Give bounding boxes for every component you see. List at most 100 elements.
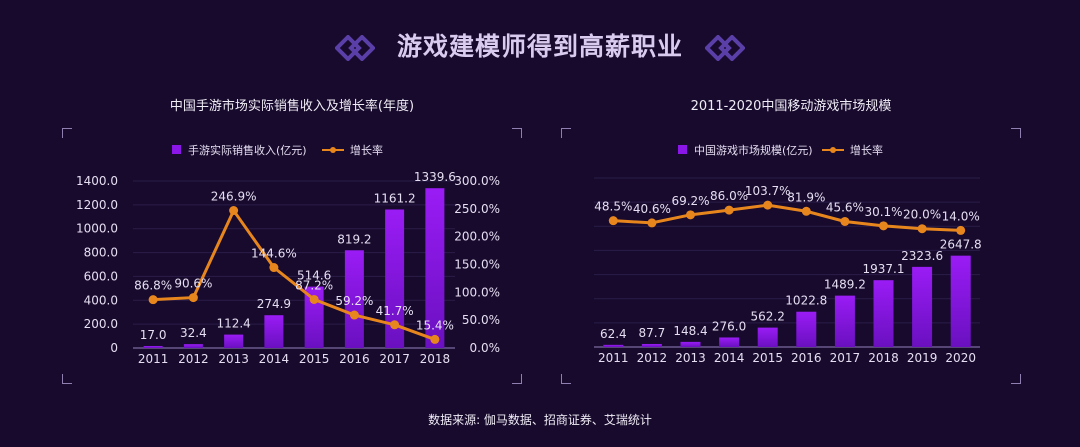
bar-data-label: 1339.6 [414, 170, 456, 184]
growth-rate-data-label: 103.7% [745, 184, 791, 198]
x-tick-label: 2016 [339, 352, 370, 366]
growth-rate-data-label: 81.9% [787, 190, 825, 204]
bar-data-label: 1937.1 [863, 262, 905, 276]
bar-data-label: 1022.8 [785, 294, 827, 308]
bar-data-label: 1161.2 [374, 191, 416, 205]
bar-data-label: 1489.2 [824, 278, 866, 292]
x-tick-label: 2013 [675, 351, 706, 365]
bar-data-label: 17.0 [140, 328, 167, 342]
growth-rate-point [840, 216, 850, 226]
legend-bar-swatch [172, 145, 181, 154]
growth-rate-point [724, 205, 734, 215]
y-right-tick-label: 0.0% [470, 341, 501, 355]
right-chart-title: 2011-2020中国移动游戏市场规模 [690, 99, 892, 114]
growth-rate-data-label: 40.6% [633, 202, 671, 216]
bar-data-label: 514.6 [297, 269, 331, 283]
bar [757, 327, 778, 347]
bar-data-label: 62.4 [600, 327, 627, 341]
legend-line-label: 增长率 [350, 143, 383, 157]
growth-rate-point [647, 218, 657, 228]
growth-rate-line [613, 203, 961, 232]
bar [385, 209, 405, 348]
growth-rate-point [608, 216, 618, 226]
bar [264, 315, 284, 348]
growth-rate-data-label: 86.8% [134, 279, 172, 293]
x-tick-label: 2012 [637, 351, 668, 365]
bar-data-label: 562.2 [751, 310, 785, 324]
y-right-tick-label: 200.0% [454, 230, 500, 244]
growth-rate-data-label: 246.9% [211, 190, 257, 204]
y-left-tick-label: 1200.0 [76, 198, 118, 212]
y-right-tick-label: 150.0% [454, 258, 500, 272]
growth-rate-data-label: 41.7% [376, 304, 414, 318]
y-left-tick-label: 800.0 [84, 246, 118, 260]
y-left-tick-label: 600.0 [84, 269, 118, 283]
bar [425, 188, 445, 348]
y-right-tick-label: 100.0% [454, 285, 500, 299]
x-tick-label: 2017 [379, 352, 410, 366]
y-left-tick-label: 0 [110, 341, 118, 355]
growth-rate-point [390, 320, 400, 330]
bar [912, 266, 933, 347]
growth-rate-point [801, 206, 811, 216]
bar [719, 337, 740, 347]
growth-rate-point [763, 200, 773, 210]
bar-data-label: 2323.6 [901, 249, 943, 263]
x-tick-label: 2014 [259, 352, 290, 366]
growth-rate-point [188, 293, 198, 303]
bar [143, 345, 163, 348]
bar-data-label: 276.0 [712, 319, 746, 333]
x-tick-label: 2018 [420, 352, 451, 366]
x-tick-label: 2011 [138, 352, 169, 366]
legend-line-marker [830, 147, 836, 153]
growth-rate-data-label: 86.0% [710, 189, 748, 203]
diamond-chain-icon [704, 35, 745, 61]
growth-rate-data-label: 90.6% [174, 277, 212, 291]
growth-rate-data-label: 87.2% [295, 278, 333, 292]
diamond-chain-icon [335, 35, 376, 61]
growth-rate-point [349, 310, 359, 320]
x-tick-label: 2017 [830, 351, 861, 365]
growth-rate-data-label: 15.4% [416, 318, 454, 332]
bar-data-label: 274.9 [257, 297, 291, 311]
left-chart-frame [62, 128, 522, 384]
y-right-tick-label: 50.0% [462, 313, 500, 327]
y-right-tick-label: 250.0% [454, 202, 500, 216]
y-left-tick-label: 1400.0 [76, 174, 118, 188]
x-tick-label: 2020 [945, 351, 976, 365]
growth-rate-point [956, 225, 966, 235]
bar-data-label: 2647.8 [940, 238, 982, 252]
left-chart-title: 中国手游市场实际销售收入及增长率(年度) [169, 99, 415, 114]
bar-data-label: 819.2 [337, 232, 371, 246]
y-right-tick-label: 300.0% [454, 174, 500, 188]
x-tick-label: 2015 [299, 352, 330, 366]
x-tick-label: 2014 [714, 351, 745, 365]
x-tick-label: 2015 [752, 351, 783, 365]
growth-rate-data-label: 14.0% [942, 209, 980, 223]
bar [344, 250, 364, 348]
x-tick-label: 2011 [598, 351, 629, 365]
bar-data-label: 32.4 [180, 326, 207, 340]
legend-bar-swatch [678, 145, 687, 154]
bar [183, 344, 203, 348]
bar-data-label: 148.4 [673, 324, 707, 338]
bar [950, 255, 971, 347]
page-title: 游戏建模师得到高薪职业 [0, 27, 1080, 63]
growth-rate-point [917, 224, 927, 234]
growth-rate-data-label: 45.6% [826, 200, 864, 214]
growth-rate-data-label: 30.1% [864, 205, 902, 219]
legend-line-label: 增长率 [850, 143, 883, 157]
growth-rate-data-label: 20.0% [903, 208, 941, 222]
bar [680, 341, 701, 347]
bar-data-label: 87.7 [639, 326, 666, 340]
growth-rate-point [430, 334, 440, 344]
growth-rate-point [269, 263, 279, 273]
page-title-text: 游戏建模师得到高薪职业 [396, 32, 683, 61]
x-tick-label: 2012 [178, 352, 209, 366]
bar [603, 344, 624, 347]
bar [873, 280, 894, 347]
growth-rate-point [148, 295, 158, 305]
bar [641, 343, 662, 347]
y-left-tick-label: 200.0 [84, 317, 118, 331]
